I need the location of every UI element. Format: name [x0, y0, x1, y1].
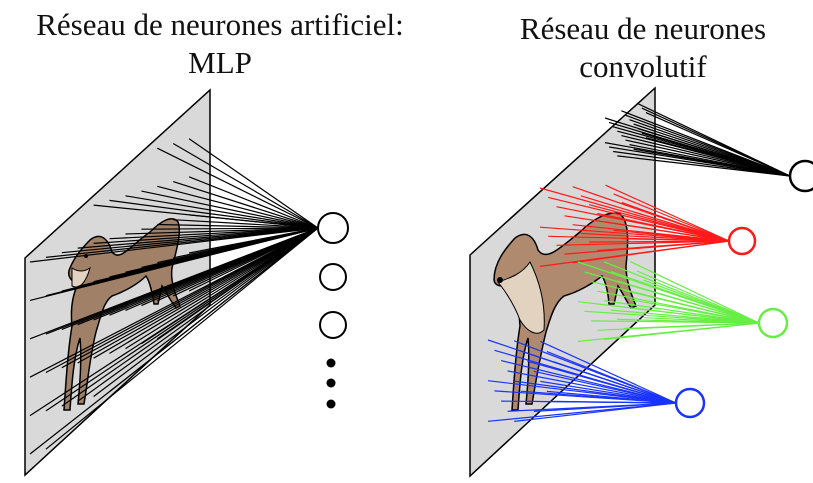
- cnn-connection-line-black: [625, 139, 791, 177]
- ellipsis-dot-1: [326, 358, 336, 368]
- cnn-connection-line-blue: [540, 380, 677, 404]
- mlp-connection-line: [61, 227, 319, 369]
- cnn-connection-line-red: [605, 221, 730, 242]
- cnn-connection-line-red: [580, 232, 730, 242]
- cnn-connection-line-green: [604, 300, 760, 324]
- mlp-connection-line: [125, 227, 319, 350]
- mlp-connection-line: [173, 219, 319, 229]
- mlp-panel: [24, 88, 349, 477]
- cnn-connection-line-black: [645, 112, 791, 177]
- mlp-output-neuron-3: [319, 311, 347, 339]
- mlp-connection-line: [156, 227, 319, 340]
- cnn-connection-line-green: [630, 299, 760, 324]
- cnn-connection-line-red: [613, 229, 730, 242]
- cnn-connection-line-black: [645, 137, 791, 177]
- cnn-connection-line-red: [597, 240, 730, 252]
- cnn-connection-line-blue: [553, 361, 677, 404]
- cnn-connection-line-green: [617, 280, 760, 324]
- cnn-connection-line-red: [539, 187, 730, 242]
- cnn-connection-line-red: [621, 238, 730, 242]
- mlp-connection-line: [109, 227, 319, 393]
- mlp-connection-line: [157, 147, 319, 229]
- mlp-connection-line: [77, 227, 319, 402]
- cnn-connection-line-blue: [533, 370, 677, 404]
- cnn-connection-line-blue: [514, 402, 677, 422]
- mlp-connection-line: [173, 181, 319, 229]
- mlp-connection-line: [172, 142, 319, 229]
- cnn-connection-line-green: [623, 322, 760, 330]
- cnn-connection-line-green: [623, 289, 760, 324]
- cnn-connection-line-black: [617, 155, 791, 177]
- mlp-connection-line: [93, 227, 319, 244]
- mlp-connection-line: [157, 185, 319, 229]
- cnn-connection-line-red: [605, 184, 730, 242]
- cnn-connection-line-green: [630, 261, 760, 324]
- mlp-connection-line: [109, 199, 319, 229]
- mlp-title: Réseau de neurones artificiel: MLP: [0, 6, 440, 82]
- cnn-connection-line-black: [629, 144, 791, 177]
- cnn-connection-line-blue: [540, 340, 677, 404]
- mlp-connection-line: [93, 227, 319, 359]
- cnn-connection-line-green: [643, 279, 760, 324]
- cnn-connection-line-blue: [514, 380, 677, 404]
- cnn-panel: [469, 86, 813, 478]
- mlp-connection-line: [188, 227, 319, 254]
- cnn-connection-line-blue: [546, 351, 677, 404]
- cnn-connection-line-green: [643, 317, 760, 324]
- mlp-connection-line: [45, 227, 319, 412]
- cnn-connections: [487, 103, 791, 422]
- cnn-title-line2: convolutif: [579, 49, 707, 84]
- mlp-connection-line: [141, 227, 319, 345]
- mlp-connection-line: [141, 190, 319, 229]
- cnn-neuron-blue: [674, 387, 706, 419]
- ellipsis-dot-2: [326, 378, 336, 388]
- mlp-connection-line: [77, 227, 319, 249]
- cnn-connection-line-blue: [533, 402, 677, 412]
- cnn-connection-line-red: [597, 212, 730, 242]
- mlp-connection-line: [77, 227, 319, 364]
- cnn-connection-line-blue: [507, 370, 677, 404]
- cnn-connection-line-blue: [527, 360, 677, 404]
- cnn-connection-line-blue: [546, 390, 677, 404]
- mlp-connections: [29, 138, 319, 455]
- mlp-title-line1: Réseau de neurones artificiel:: [36, 7, 404, 42]
- cnn-neuron-green: [757, 307, 789, 339]
- cnn-connection-line-red: [588, 204, 730, 242]
- mlp-output-neuron-2: [319, 263, 347, 291]
- mlp-connection-line: [45, 227, 319, 450]
- cnn-connection-line-green: [636, 308, 760, 324]
- cnn-connection-line-blue: [553, 400, 677, 404]
- cnn-connection-line-red: [613, 193, 730, 242]
- cnn-connection-line-red: [580, 195, 730, 242]
- mlp-connection-line: [109, 227, 319, 354]
- mlp-connection-line: [188, 227, 319, 292]
- cnn-connection-line-green: [610, 309, 760, 324]
- mlp-connection-line: [188, 138, 319, 229]
- cnn-neuron-black: [788, 159, 813, 193]
- mlp-output-neuron-1: [317, 212, 349, 244]
- mlp-connection-line: [157, 223, 319, 229]
- cnn-neuron-red: [727, 226, 757, 256]
- mlp-connection-line: [125, 227, 319, 235]
- cnn-connection-line-green: [604, 322, 760, 341]
- mlp-connection-line: [93, 227, 319, 397]
- cnn-connection-line-red: [572, 240, 730, 264]
- mlp-connection-line: [189, 214, 319, 229]
- cnn-connection-line-black: [633, 148, 791, 177]
- mlp-connection-line: [109, 227, 319, 240]
- mlp-connection-line: [125, 195, 319, 229]
- ellipsis-dot-3: [326, 399, 336, 409]
- cnn-title-line1: Réseau de neurones: [519, 11, 767, 46]
- mlp-connection-line: [141, 227, 319, 230]
- cnn-connection-line-black: [613, 150, 791, 177]
- cnn-connection-line-green: [636, 270, 760, 324]
- cnn-title: Réseau de neurones convolutif: [488, 10, 798, 86]
- cnn-connection-line-red: [589, 240, 730, 243]
- cnn-connection-line-red: [621, 201, 730, 242]
- mlp-title-line2: MLP: [188, 45, 252, 80]
- mlp-connection-line: [188, 176, 319, 229]
